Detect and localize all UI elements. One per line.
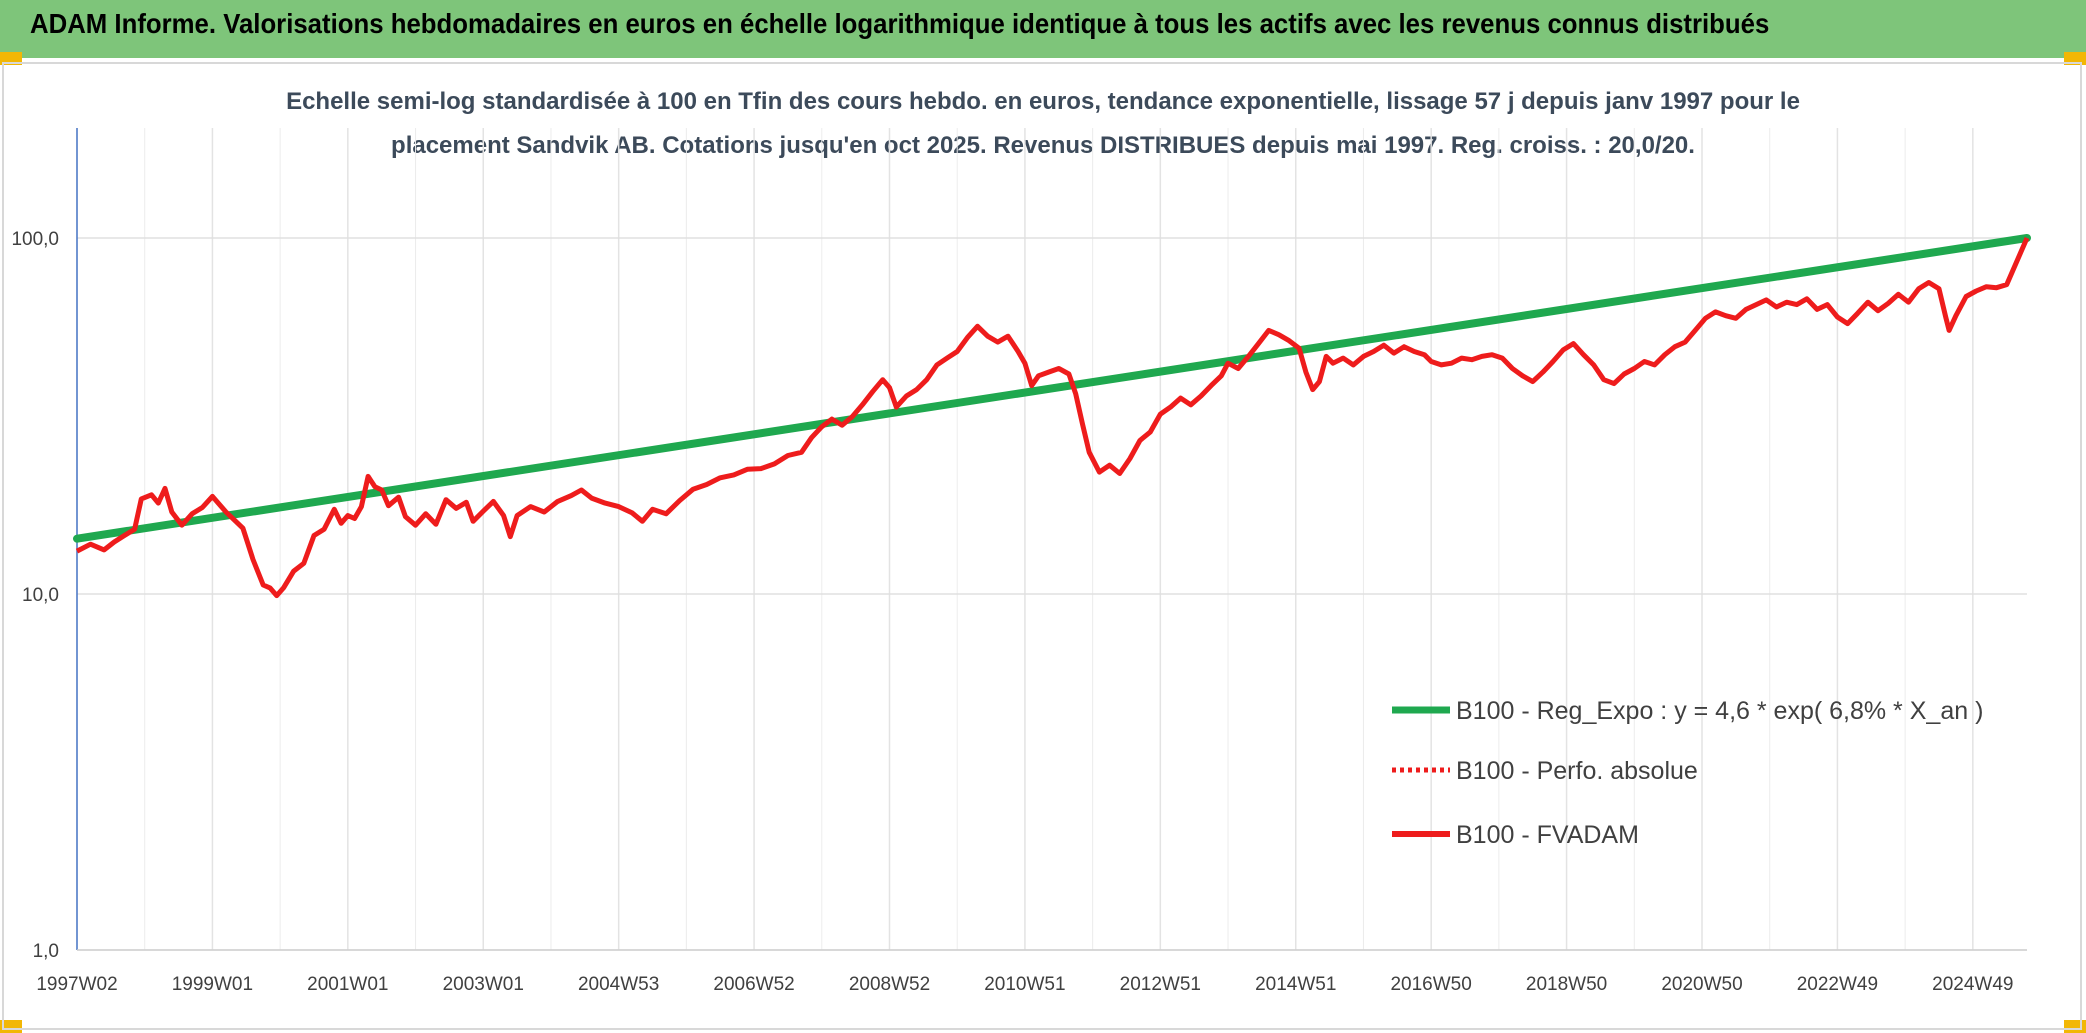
x-tick-label: 2024W49: [1932, 974, 2013, 995]
x-tick-label: 2014W51: [1255, 974, 1336, 995]
x-tick-label: 2008W52: [849, 974, 930, 995]
y-tick-label: 10,0: [22, 585, 59, 606]
legend-label-trend: B100 - Reg_Expo : y = 4,6 * exp( 6,8% * …: [1456, 697, 1983, 725]
x-tick-label: 2003W01: [443, 974, 524, 995]
legend-label-perfo: B100 - Perfo. absolue: [1456, 757, 1698, 785]
corner-marker-right: [2064, 52, 2086, 65]
y-gridlines: [77, 237, 2027, 951]
corner-marker-left: [0, 52, 22, 65]
y-tick-label: 100,0: [11, 229, 59, 250]
x-gridlines: [144, 128, 1974, 950]
x-tick-labels: 1997W02 1999W01 2001W01 2003W01 2004W53 2006W…: [36, 974, 2013, 995]
x-tick-label: 2010W51: [984, 974, 1065, 995]
x-tick-label: 2006W52: [713, 974, 794, 995]
legend-label-fvadam: B100 - FVADAM: [1456, 821, 1639, 849]
x-tick-label: 2004W53: [578, 974, 659, 995]
x-tick-label: 2016W50: [1390, 974, 1471, 995]
legend: B100 - Reg_Expo : y = 4,6 * exp( 6,8% * …: [1392, 697, 1983, 849]
x-tick-label: 1997W02: [36, 974, 117, 995]
chart-subtitle-line-1: Echelle semi-log standardisée à 100 en T…: [286, 88, 1800, 115]
title-banner: ADAM Informe. Valorisations hebdomadaire…: [0, 0, 2086, 58]
x-tick-label: 2018W50: [1526, 974, 1607, 995]
trend-line: [73, 234, 2031, 543]
series-line: [75, 237, 2030, 599]
chart-frame: [2, 62, 2082, 1030]
x-tick-label: 2020W50: [1661, 974, 1742, 995]
page-title: ADAM Informe. Valorisations hebdomadaire…: [30, 8, 1770, 39]
y-tick-label: 1,0: [33, 941, 59, 962]
x-tick-label: 2001W01: [307, 974, 388, 995]
x-tick-label: 1999W01: [172, 974, 253, 995]
chart-subtitle-line-2: placement Sandvik AB. Cotations jusqu'en…: [391, 132, 1695, 159]
x-tick-label: 2022W49: [1797, 974, 1878, 995]
y-tick-labels: 1,0 10,0 100,0: [11, 229, 59, 962]
x-tick-label: 2012W51: [1120, 974, 1201, 995]
